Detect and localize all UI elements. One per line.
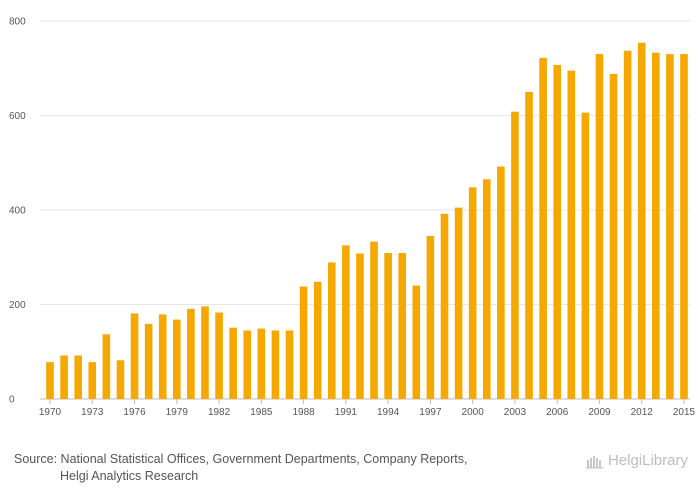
library-icon [585,456,603,469]
bar [116,360,125,399]
bar [609,73,618,400]
bar [271,330,280,399]
bar [637,42,646,400]
brand-text: HelgiLibrary [607,451,688,469]
bar [482,179,491,399]
bar [88,362,97,399]
bar [384,252,392,399]
source-line-2: Helgi Analytics Research [60,469,199,483]
x-tick-label: 2006 [546,407,569,418]
x-tick-label: 2003 [504,407,527,418]
bar [370,241,378,399]
bar [257,328,266,399]
x-tick-label: 2012 [631,407,654,418]
y-tick-label: 200 [9,300,26,311]
bar [158,314,167,399]
x-tick-label: 1994 [377,407,400,418]
x-tick-label: 1991 [335,407,358,418]
bar [426,235,435,399]
bar [313,281,322,399]
x-tick-label: 1988 [292,407,315,418]
bar [553,64,561,399]
y-tick-label: 600 [9,111,26,122]
bar [46,362,54,399]
bar [567,70,576,400]
bar [581,112,590,399]
x-tick-label: 2009 [588,407,611,418]
brand-logo[interactable]: HelgiLibrary [585,449,688,471]
bar [215,312,223,399]
bar [327,262,336,399]
bar [511,111,519,399]
source-line-1: Source: National Statistical Offices, Go… [14,452,468,466]
bar [144,323,153,399]
bar [74,355,82,399]
bar [454,207,463,399]
bar [652,52,660,399]
x-tick-label: 1973 [81,407,104,418]
x-tick-label: 1982 [208,407,231,418]
x-tick-label: 1976 [123,407,146,418]
x-tick-label: 1985 [250,407,273,418]
x-tick-label: 1997 [419,407,442,418]
bar [666,54,674,399]
bar [468,187,477,399]
bar [243,330,252,399]
bar [60,355,68,399]
bar [623,50,632,400]
bar [130,313,139,399]
bar-chart: 0 200 400 600 800 1970 1973 1976 1979 1982 1985 198… [9,17,696,419]
y-tick-label: 0 [9,395,15,406]
x-tick-label: 2015 [673,407,696,418]
bar [102,334,111,399]
bar [539,57,547,399]
bar [440,213,449,399]
bar [285,330,294,399]
bar [173,319,181,399]
bar [680,54,688,399]
bar [398,252,407,399]
bar [412,285,421,399]
x-tick-label: 1979 [166,407,189,418]
x-tick-label: 1970 [39,407,62,418]
bar [525,91,533,399]
bar [342,245,350,399]
x-tick-label: 2000 [462,407,485,418]
source-note: Source: National Statistical Offices, Go… [14,451,534,485]
y-tick-label: 400 [9,206,26,217]
bar [595,54,604,399]
bar [187,308,195,399]
bar [299,286,308,399]
bar [497,166,505,399]
bar [356,253,364,399]
bar [201,306,209,399]
y-tick-label: 800 [9,17,26,28]
bar [229,327,237,399]
